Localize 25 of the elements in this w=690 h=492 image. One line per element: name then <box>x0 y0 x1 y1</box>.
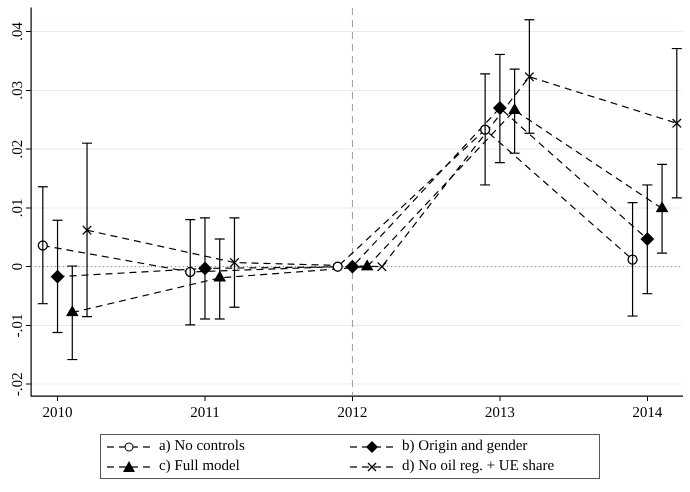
legend-label: a) No controls <box>159 438 245 455</box>
point <box>332 262 343 272</box>
legend-label: d) No oil reg. + UE share <box>402 458 554 475</box>
x-tick-label: 2010 <box>42 404 73 421</box>
y-tick-label: .02 <box>10 140 26 158</box>
point <box>524 72 534 82</box>
point <box>50 270 64 284</box>
y-tick-label: .04 <box>10 22 26 41</box>
point <box>377 262 387 272</box>
point <box>82 225 92 236</box>
x-tick-label: 2013 <box>484 404 515 421</box>
y-tick-label: 0 <box>10 262 26 270</box>
x-tick-label: 2014 <box>632 404 663 421</box>
point <box>346 260 360 274</box>
y-tick-label: .01 <box>10 198 26 218</box>
x-tick-label: 2011 <box>190 404 220 421</box>
legend-label: c) Full model <box>159 458 240 475</box>
y-tick-label: .03 <box>10 80 26 100</box>
point <box>361 260 374 270</box>
y-tick-label: -.02 <box>10 372 26 396</box>
point <box>230 258 240 268</box>
x-tick-label: 2012 <box>337 404 368 421</box>
point <box>672 118 682 128</box>
legend-label: b) Origin and gender <box>402 438 528 455</box>
y-tick-label: -.01 <box>10 314 26 338</box>
